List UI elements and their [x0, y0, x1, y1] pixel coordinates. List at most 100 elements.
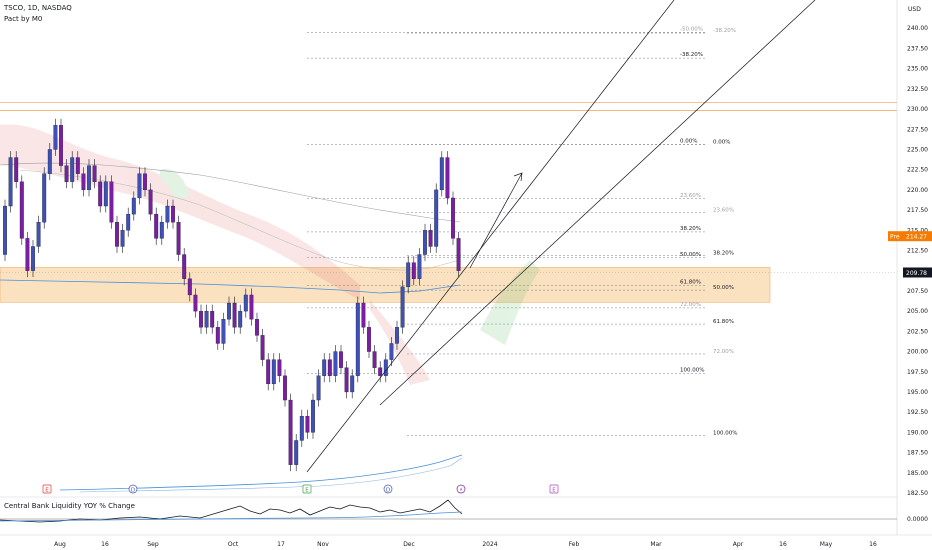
price-tick-label: 212.50 [907, 248, 928, 255]
pre-price-badge [888, 231, 932, 242]
time-axis[interactable]: Aug 16 Sep Oct 17 Nov Dec 2024 Feb Mar Apr 16 May 16 [54, 541, 877, 548]
pre-price-tag: Pre [890, 234, 900, 241]
candle-body [456, 238, 461, 271]
zone-rect [0, 267, 771, 303]
projection-arrow[interactable] [469, 172, 523, 269]
fib-label: 100.00% [680, 367, 704, 373]
price-tick-label: 230.00 [907, 106, 928, 113]
fib-label: 0.00% [713, 140, 730, 146]
support-zone [0, 102, 897, 303]
candle-body [115, 222, 119, 247]
candle-body [243, 294, 248, 312]
candle-body [361, 302, 366, 328]
candle-body [400, 286, 405, 328]
liquidity-line [0, 499, 463, 523]
candle-body [3, 205, 7, 255]
fib-label: 23.60% [680, 193, 701, 199]
candle-body [378, 367, 383, 376]
event-marker-icon [383, 484, 393, 494]
candle-body [25, 238, 30, 271]
fib-label: 38.20% [680, 226, 701, 232]
event-marker-label: ⚡ [459, 487, 463, 494]
fib-label: 61.80% [680, 279, 701, 285]
candle-body [103, 181, 108, 207]
candlesticks [3, 118, 461, 472]
candle-body [193, 294, 198, 312]
time-axis-label: 16 [779, 541, 787, 548]
candle-body [445, 157, 450, 199]
candle-body [143, 173, 147, 191]
price-tick-label: 227.50 [907, 126, 928, 133]
fib-label: -50.00% [680, 26, 703, 32]
time-axis-label: May [820, 541, 833, 548]
time-axis-label: Sep [147, 541, 159, 548]
candle-body [288, 399, 293, 465]
candle-body [204, 310, 209, 328]
candle-body [131, 197, 136, 215]
candle-body [126, 213, 131, 231]
price-axis[interactable]: USD 240.00 237.50 235.00 232.50 230.00 227.50 2… [888, 0, 932, 535]
time-axis-label: 16 [101, 541, 109, 548]
candle-body [311, 399, 315, 433]
candle-body [439, 157, 444, 191]
fib-label: 72.00% [680, 302, 701, 308]
fibonacci-levels: -50.00% -38.20% 0.00% 23.60% 38.20% 50.00% 61.… [307, 26, 737, 437]
candle-body [199, 310, 203, 328]
trendline-shallow[interactable] [379, 0, 816, 406]
candle-body [159, 222, 164, 239]
candle-body [92, 165, 97, 182]
price-tick-label: 232.50 [907, 86, 928, 93]
trendline-steep[interactable] [306, 0, 675, 473]
event-marker-icon [302, 484, 312, 494]
candle-body [389, 343, 394, 360]
candle-body [350, 375, 355, 393]
price-tick-label: 202.50 [907, 328, 928, 335]
candle-body [372, 351, 377, 368]
price-tick-label: 182.50 [907, 490, 928, 497]
price-tick-label: 192.50 [907, 409, 928, 416]
fib-label: 38.20% [713, 250, 734, 256]
candle-body [451, 197, 455, 239]
close-price-value: 209.78 [906, 270, 927, 277]
time-axis-label: Apr [733, 541, 744, 548]
fib-label: 50.00% [713, 285, 734, 291]
price-tick-label: 237.50 [907, 45, 928, 52]
time-axis-label: Oct [228, 541, 239, 548]
event-marker-icon [128, 484, 138, 494]
candle-body [428, 230, 433, 247]
candle-body [255, 319, 259, 336]
candle-body [75, 157, 80, 174]
candle-body [137, 173, 142, 199]
symbol-title[interactable]: TSCO, 1D, NASDAQ [4, 4, 72, 12]
candle-body [423, 230, 427, 255]
candle-body [395, 327, 399, 344]
event-markers: E D E D ⚡ E [42, 484, 559, 494]
indicator-title[interactable]: Pact by M0 [4, 15, 43, 23]
candle-body [187, 278, 192, 296]
candle-body [19, 181, 24, 239]
candle-body [171, 205, 175, 223]
candle-body [81, 173, 86, 191]
fib-label: -38.20% [713, 28, 736, 34]
price-tick-label: 207.50 [907, 288, 928, 295]
candle-body [53, 125, 58, 150]
candle-body [232, 302, 237, 328]
price-tick-label: 220.00 [907, 187, 928, 194]
indicator-pane [0, 496, 932, 536]
candle-body [31, 246, 35, 271]
fib-label: 50.00% [680, 252, 701, 258]
indicator-pane-title[interactable]: Central Bank Liquidity YOY % Change [4, 502, 135, 510]
candle-body [434, 189, 439, 247]
event-marker-icon [456, 484, 466, 494]
fib-label: 0.00% [680, 139, 697, 145]
candle-body [344, 367, 349, 393]
candle-body [42, 173, 47, 223]
candle-body [294, 440, 299, 465]
price-tick-label: 217.50 [907, 207, 928, 214]
candle-body [14, 157, 19, 182]
liquidity-signal-line [0, 511, 463, 522]
candle-body [215, 327, 220, 344]
candle-body [120, 230, 125, 247]
candle-body [316, 375, 321, 401]
